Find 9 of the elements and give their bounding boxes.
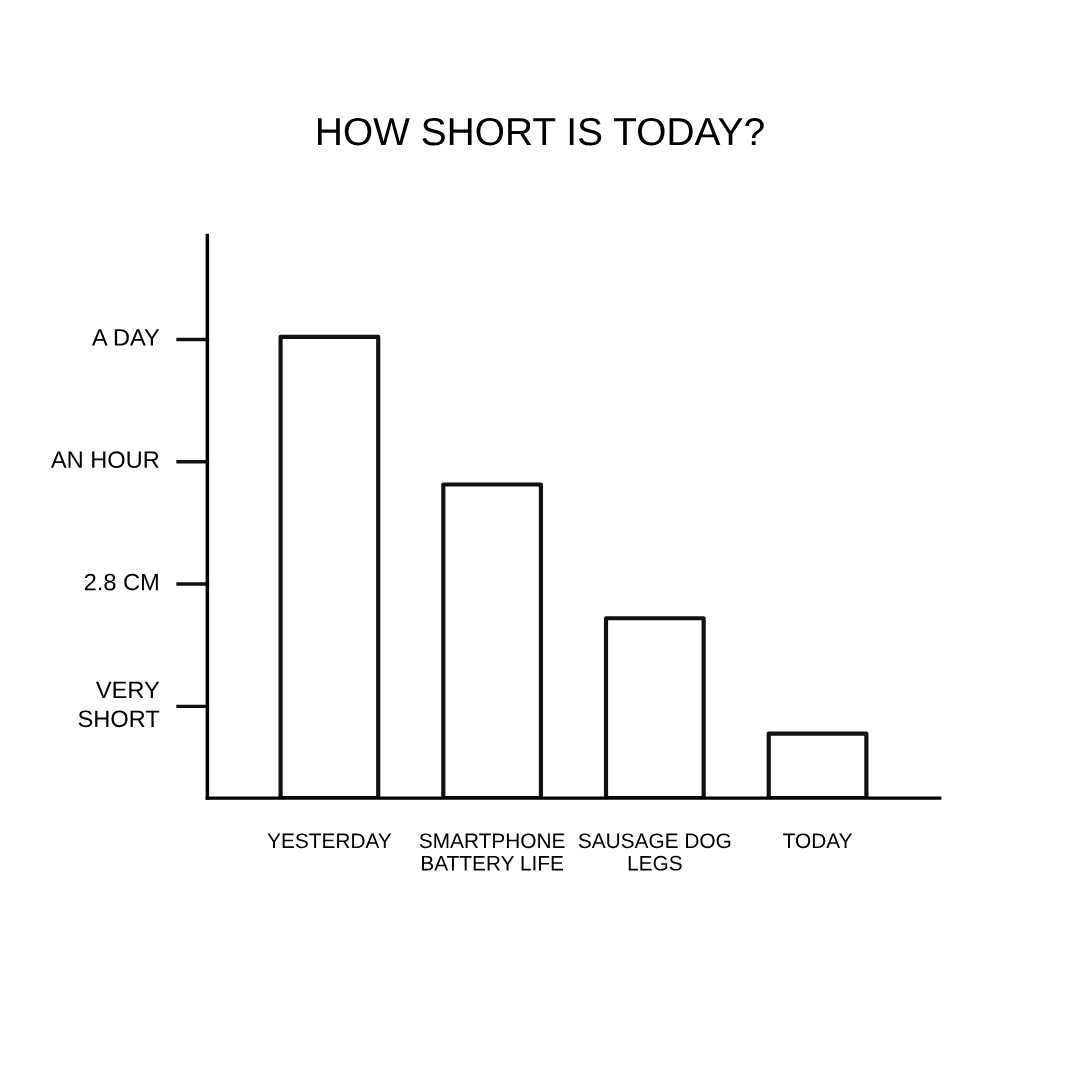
text: VERY SHORT [78,681,160,728]
x-tick-label: YESTERDAY [267,833,392,849]
chart-title: HOW SHORT IS TODAY? [318,117,764,146]
x-tick-label: TODAY [783,833,853,849]
x-tick-label: SMARTPHONE BATTERY LIFE [419,833,565,871]
text: AN HOUR [50,451,159,469]
text: 2.8 CM [84,573,158,591]
x-tick-label: SAUSAGE DOG LEGS [578,833,731,871]
text: A DAY [91,329,160,346]
